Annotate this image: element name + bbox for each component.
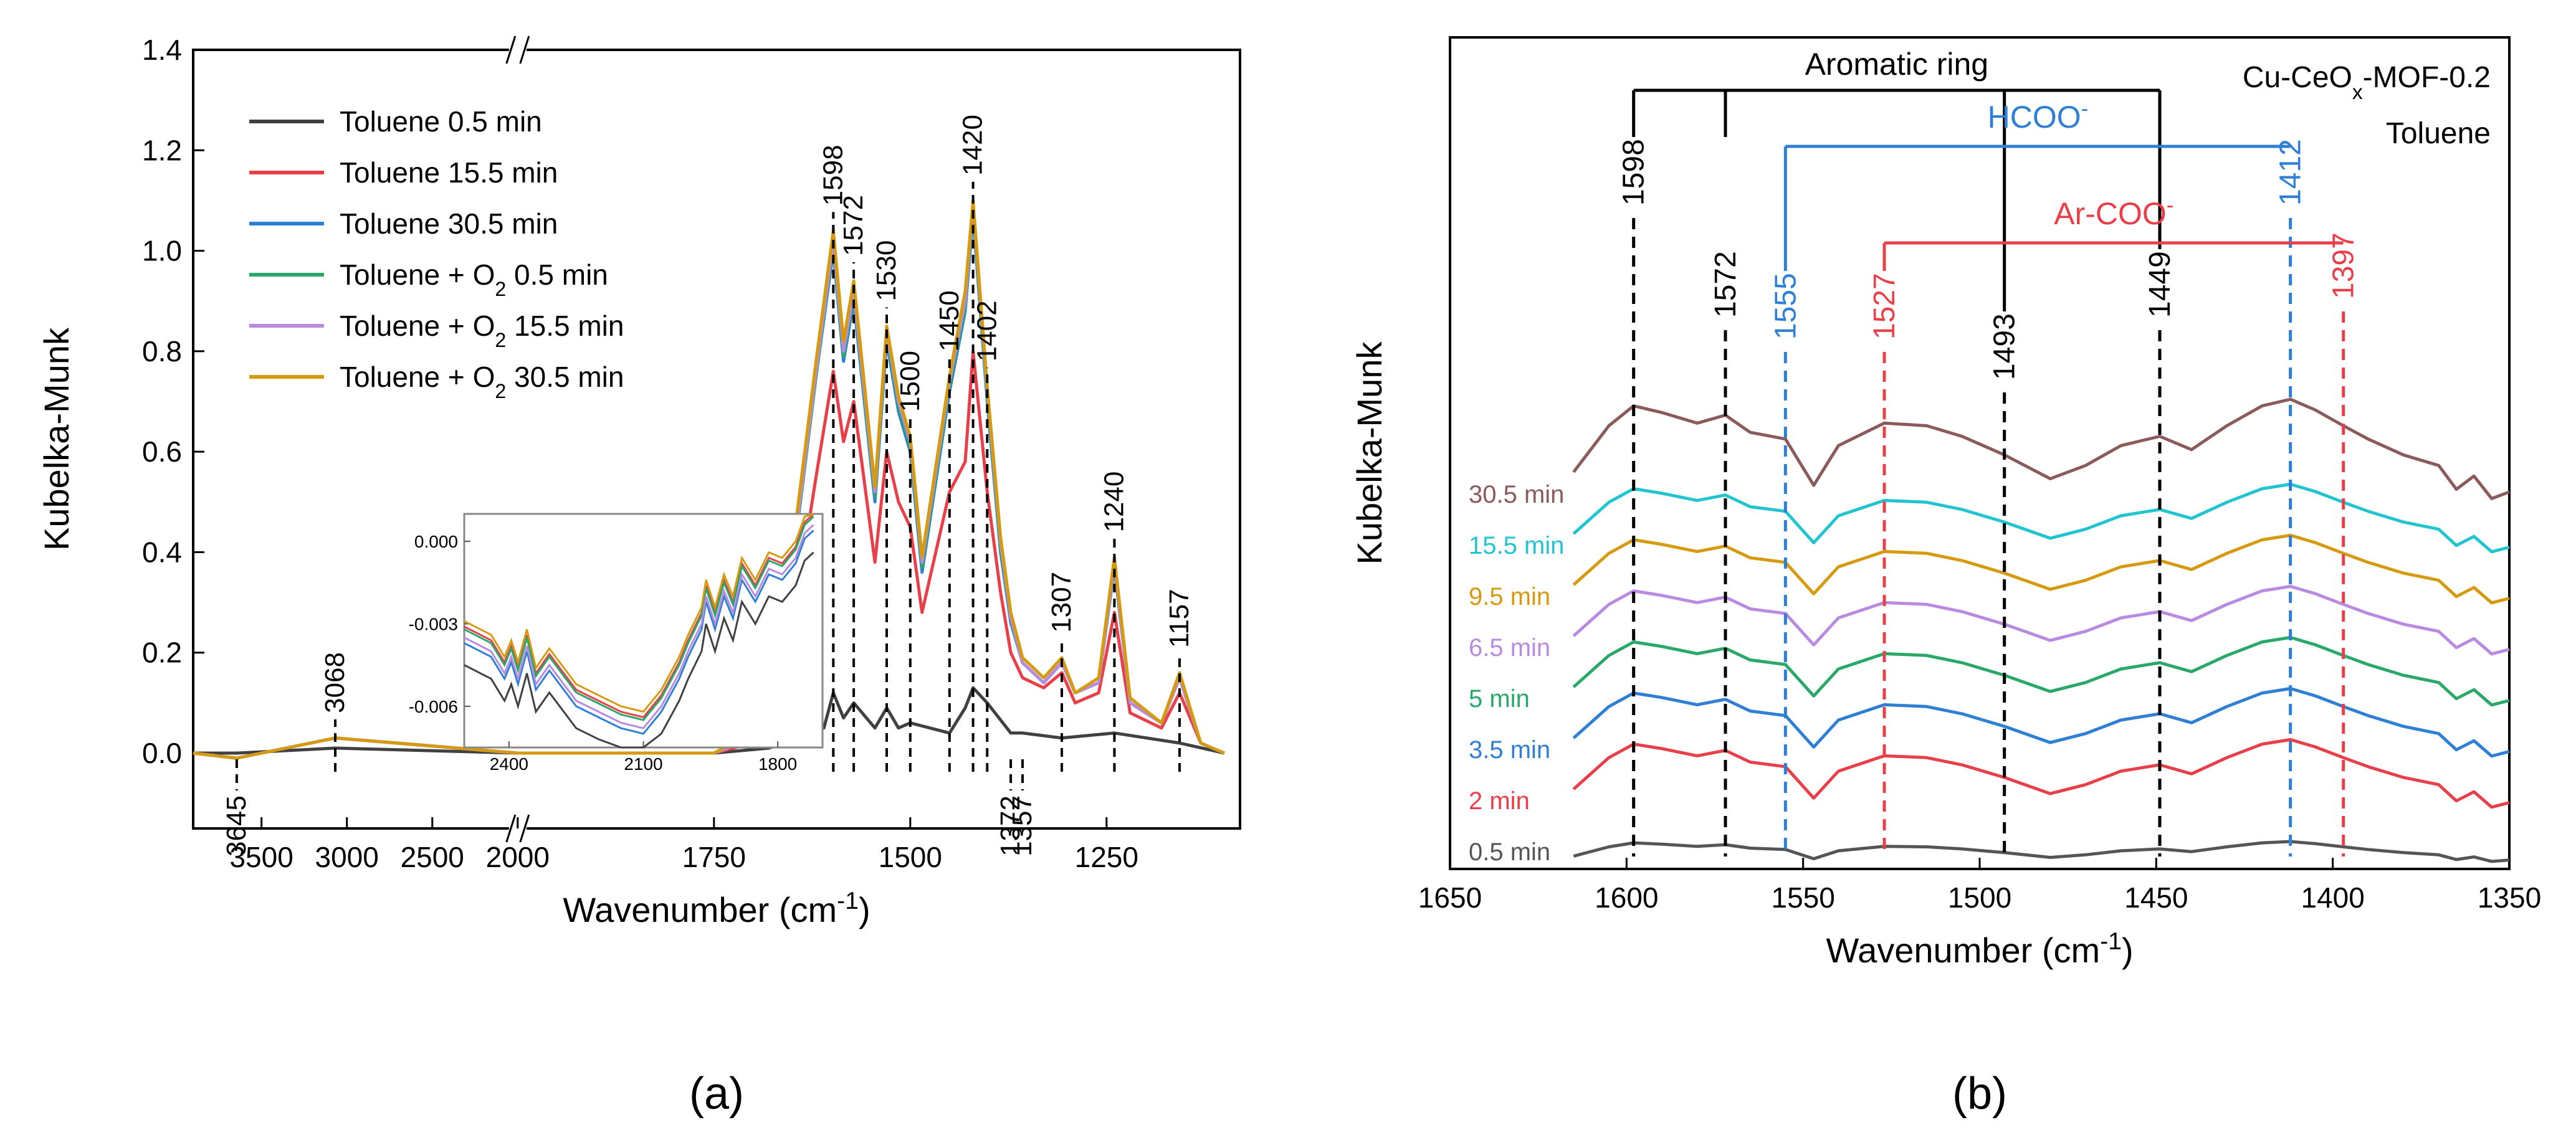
axis-break-mark [519, 36, 530, 64]
inset-x-tick-label: 1800 [758, 754, 797, 774]
y-tick-label-a: 0.2 [142, 637, 182, 669]
axis-break-mark [505, 814, 517, 843]
group-label: Ar-COO- [2054, 193, 2173, 232]
inset-series-line [464, 529, 814, 735]
inset-x-tick-label: 2100 [624, 754, 662, 774]
y-tick-label-a: 0.4 [142, 536, 182, 568]
legend-label: Toluene 0.5 min [340, 105, 542, 138]
chart-title-b: Cu-CeOx-MOF-0.2 [2243, 61, 2491, 104]
chart-a-svg: 0.0 0.2 0.4 0.6 0.8 1.0 1.2 1.4 3500 3000 2500 2000… [37, 34, 1241, 1119]
inset-frame [463, 513, 824, 749]
plot-frame-b [1449, 36, 2511, 870]
series-label-b: 0.5 min [1469, 838, 1550, 866]
x-tick-label-a: 3000 [315, 841, 379, 873]
series-label-b: 6.5 min [1469, 634, 1550, 662]
peak-label: 1450 [934, 290, 965, 351]
peak-label: 1420 [958, 115, 988, 176]
plot-frame-a [192, 49, 1241, 830]
peak-label: 1357 [1007, 795, 1038, 856]
y-tick-label-a: 1.4 [142, 34, 182, 66]
x-tick-label-a: 1250 [1075, 841, 1138, 873]
peak-label: 1572 [838, 195, 869, 256]
band-label: 1527 [1868, 273, 1901, 339]
peak-label: 3645 [221, 795, 252, 856]
peak-label: 3068 [320, 652, 350, 713]
band-label: 1449 [2144, 251, 2177, 318]
inset-y-tick-label: -0.003 [409, 614, 458, 633]
y-tick-label-a: 0.0 [142, 737, 182, 769]
x-tick-label-b: 1400 [2301, 881, 2364, 914]
x-tick-label-b: 1450 [2124, 881, 2188, 914]
series-line-b-4 [1572, 584, 2510, 656]
y-tick-label-a: 1.2 [142, 134, 182, 166]
series-label-b: 30.5 min [1469, 481, 1564, 508]
series-label-b: 9.5 min [1469, 583, 1550, 610]
inset-y-tick-label: -0.006 [409, 697, 458, 716]
x-tick-label-b: 1500 [1948, 881, 2011, 914]
legend-label: Toluene 30.5 min [340, 207, 558, 240]
peak-label: 1157 [1164, 589, 1195, 648]
band-label: 1598 [1618, 139, 1651, 206]
chart-subtitle-b: Toluene [2386, 117, 2491, 150]
chart-b-svg: 1650 1600 1550 1500 1450 1400 1350 Wavenumber (… [1350, 36, 2541, 1119]
x-axis-label-a: Wavenumber (cm-1) [563, 888, 870, 930]
series-line-b-6 [1572, 482, 2510, 554]
x-tick-label-a: 2000 [486, 841, 550, 873]
x-tick-label-b: 1600 [1595, 881, 1658, 914]
peak-label: 1372 [995, 795, 1026, 856]
axis-break-mark [519, 814, 530, 843]
x-tick-label-b: 1650 [1418, 881, 1482, 914]
inset-series-line [464, 513, 814, 713]
series-line-b-3 [1572, 635, 2510, 707]
band-label: 1493 [1988, 313, 2021, 380]
x-tick-label-a: 1750 [682, 841, 746, 873]
chart-panel-b: 1650 1600 1550 1500 1450 1400 1350 Wavenumber (… [1288, 0, 2576, 1145]
peak-label: 1500 [895, 351, 925, 412]
y-tick-label-a: 0.6 [142, 435, 182, 468]
inset-series-line [464, 516, 814, 721]
y-axis-label-a: Kubelka-Munk [37, 327, 76, 551]
y-axis-label-b: Kubelka-Munk [1350, 341, 1389, 565]
series-label-b: 3.5 min [1469, 736, 1550, 764]
axis-break-mark [505, 36, 517, 64]
inset-x-tick-label: 2400 [490, 754, 528, 774]
peak-label: 1530 [871, 240, 902, 301]
inset-series-line [464, 551, 814, 749]
band-label: 1555 [1769, 273, 1802, 339]
x-tick-label-b: 1350 [2478, 881, 2541, 914]
inset-y-tick-label: 0.000 [414, 532, 458, 551]
chart-panel-a: 0.0 0.2 0.4 0.6 0.8 1.0 1.2 1.4 3500 3000 2500 2000… [0, 0, 1288, 1145]
legend-label: Toluene 15.5 min [340, 156, 558, 189]
y-tick-label-a: 1.0 [142, 235, 182, 267]
series-label-b: 5 min [1469, 685, 1530, 713]
axis-break-gap [508, 37, 527, 62]
y-tick-label-a: 0.8 [142, 335, 182, 368]
band-label: 1412 [2274, 139, 2307, 206]
x-tick-label-a: 1500 [879, 841, 942, 873]
peak-label: 1598 [818, 145, 848, 206]
series-line-b-7 [1572, 397, 2510, 500]
x-axis-label-b: Wavenumber (cm-1) [1826, 928, 2133, 970]
legend-label: Toluene + O2 30.5 min [340, 361, 624, 402]
series-line-b-2 [1572, 686, 2510, 758]
series-label-b: 2 min [1469, 787, 1530, 815]
x-tick-label-a: 2500 [401, 841, 464, 873]
panel-label-a: (a) [689, 1069, 744, 1119]
panel-label-b: (b) [1952, 1069, 2007, 1119]
series-line-b-0 [1573, 840, 2510, 863]
series-line-b-1 [1572, 738, 2510, 809]
peak-label: 1307 [1046, 572, 1077, 633]
series-label-b: 15.5 min [1469, 532, 1564, 559]
group-label: Aromatic ring [1805, 47, 1989, 82]
legend-label: Toluene + O2 15.5 min [340, 310, 624, 351]
legend-label: Toluene + O2 0.5 min [340, 259, 608, 300]
group-label: HCOO- [1988, 97, 2089, 135]
inset-series-line [464, 524, 814, 729]
band-label: 1572 [1709, 251, 1742, 318]
peak-label: 1240 [1099, 472, 1129, 533]
series-line-b-5 [1572, 533, 2510, 605]
x-tick-label-a: 3500 [229, 841, 293, 873]
x-tick-label-b: 1550 [1771, 881, 1834, 914]
peak-label: 1402 [971, 300, 1002, 361]
